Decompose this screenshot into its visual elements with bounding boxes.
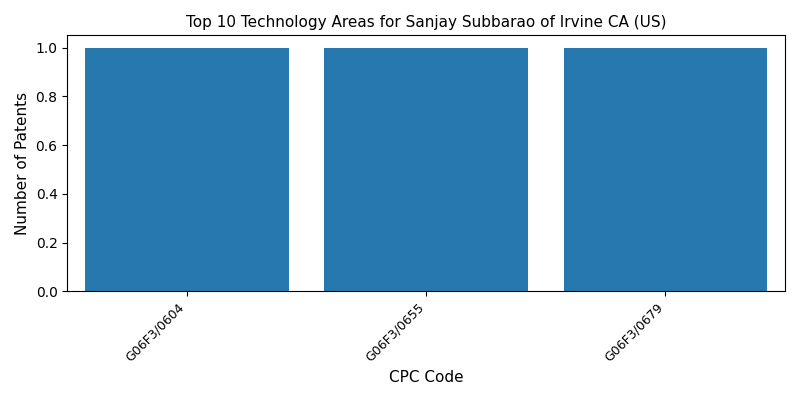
X-axis label: CPC Code: CPC Code <box>389 370 463 385</box>
Bar <box>86 48 289 291</box>
Bar <box>564 48 767 291</box>
Y-axis label: Number of Patents: Number of Patents <box>15 92 30 235</box>
Title: Top 10 Technology Areas for Sanjay Subbarao of Irvine CA (US): Top 10 Technology Areas for Sanjay Subba… <box>186 15 666 30</box>
Bar <box>325 48 528 291</box>
